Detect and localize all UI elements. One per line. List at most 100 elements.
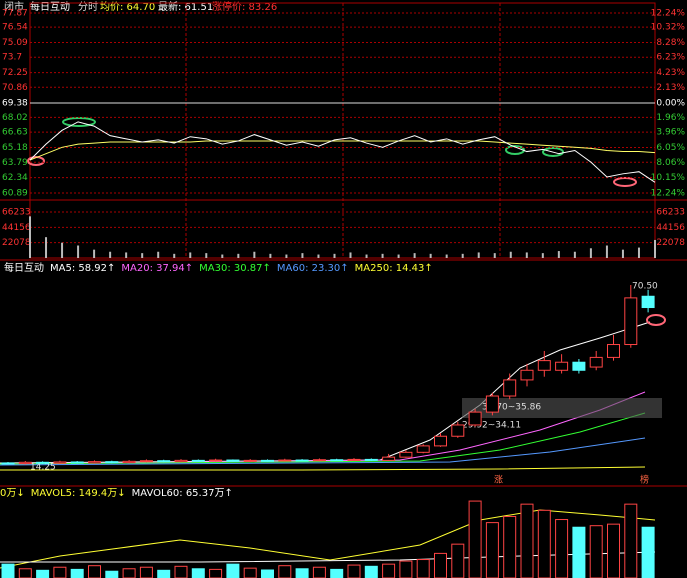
limit-price: 涨停价: 83.26: [212, 0, 277, 13]
volume-bar: [157, 569, 171, 578]
volume-bar: [503, 515, 517, 578]
volume-bar: [520, 503, 534, 578]
candle-body: [364, 458, 378, 461]
candle-body: [503, 379, 517, 397]
ma30-line: [0, 412, 646, 465]
ma-label: MA30: 30.87↑: [199, 263, 271, 274]
highlight: [646, 314, 666, 326]
volume-bar: [555, 519, 569, 578]
right-tick-label: 22078: [656, 238, 685, 248]
candle-body: [191, 459, 205, 462]
volume-bar: [36, 569, 50, 578]
highlight: [62, 117, 96, 127]
candle-body: [157, 460, 171, 463]
volume-bar: [209, 568, 223, 578]
right-tick-label: 44156: [656, 223, 685, 233]
y-tick-label: 68.02: [2, 113, 28, 123]
right-tick-label: 12.24%: [651, 189, 686, 199]
low-label: 14.25: [30, 463, 56, 473]
avg-price: 均价: 64.70: [100, 1, 155, 13]
candle-body: [261, 459, 274, 462]
candle-body: [572, 361, 586, 371]
candle-body: [451, 424, 465, 437]
volume-bar: [70, 568, 84, 578]
candle-body: [1, 462, 15, 465]
highlight: [27, 156, 45, 166]
y-tick-label: 75.09: [2, 38, 28, 48]
candle-body: [399, 451, 413, 458]
candle-body: [36, 461, 50, 464]
candle-body: [88, 461, 101, 464]
right-tick-label: 6.05%: [656, 143, 685, 153]
stock-name: 每日互动: [30, 0, 70, 13]
candle-body: [624, 297, 638, 346]
candle-body: [209, 459, 223, 462]
y-tick-label: 73.7: [2, 53, 22, 63]
y-tick-label: 77.87: [2, 9, 28, 19]
y-tick-label: 66.63: [2, 128, 28, 138]
candle-body: [416, 445, 430, 453]
volume-bar: [572, 526, 586, 578]
candle-body: [53, 461, 67, 464]
candle-body: [122, 460, 136, 464]
right-tick-label: 10.32%: [651, 23, 686, 33]
candle-body: [347, 458, 361, 461]
volume-bar: [347, 564, 361, 578]
candle-body: [105, 461, 119, 464]
y-tick-label: 76.54: [2, 23, 28, 33]
candle-body: [243, 459, 257, 462]
last-price: 最新: 61.51: [158, 0, 213, 13]
volume-bar: [537, 509, 551, 578]
volume-bar: [191, 568, 205, 578]
volume-bar: [174, 565, 188, 578]
volume-bar: [312, 566, 326, 578]
right-tick-label: 8.28%: [656, 38, 685, 48]
volume-bar: [53, 566, 67, 578]
vol-label: MAVOL5: 149.4万↓: [31, 488, 126, 499]
avg-price-line: [29, 140, 656, 161]
candle-body: [312, 459, 326, 462]
candle-body: [434, 435, 447, 447]
right-tick-label: 6.23%: [656, 53, 685, 63]
right-tick-label: 3.96%: [656, 128, 685, 138]
volume-bar: [243, 567, 257, 578]
candle-body: [226, 459, 240, 462]
candle-body: [278, 459, 292, 462]
mode: 分时: [78, 1, 98, 13]
candle-body: [485, 395, 499, 413]
marker: 榜: [640, 474, 649, 486]
right-tick-label: 8.06%: [656, 158, 685, 168]
volume-bar: [485, 522, 499, 578]
y-tick-label: 22078: [2, 238, 31, 248]
ma250-line: [0, 466, 646, 471]
vol-label: 0万↓: [0, 488, 25, 499]
right-tick-label: 1.96%: [656, 113, 685, 123]
annotations: [27, 117, 666, 326]
candle-body: [641, 295, 655, 309]
mavol5-line: [0, 509, 656, 569]
volume-bar: [589, 525, 603, 578]
highlight: [542, 147, 564, 157]
ma60-line: [0, 437, 646, 466]
volume-bar: [451, 543, 465, 578]
daily-labels: 每日互动 70.50 14.25 34.70~35.86 29.92~34.11…: [4, 261, 658, 486]
volume-bar: [468, 500, 482, 578]
y-tick-label: 66233: [2, 208, 31, 218]
candle-body: [330, 459, 344, 462]
candle-body: [295, 459, 309, 462]
candle-body: [520, 369, 534, 381]
volume-bar: [261, 569, 274, 578]
right-tick-label: 66233: [656, 208, 685, 218]
volume-bar: [641, 526, 655, 578]
candle-body: [607, 344, 620, 358]
volume-bar: [330, 568, 344, 578]
right-tick-label: 2.13%: [656, 83, 685, 93]
volume-bar: [399, 560, 413, 578]
volume-bar: [607, 523, 620, 578]
frame: [0, 2, 687, 487]
volume-bar: [434, 552, 447, 578]
candle-body: [18, 461, 32, 465]
volume-bar: [382, 563, 396, 578]
